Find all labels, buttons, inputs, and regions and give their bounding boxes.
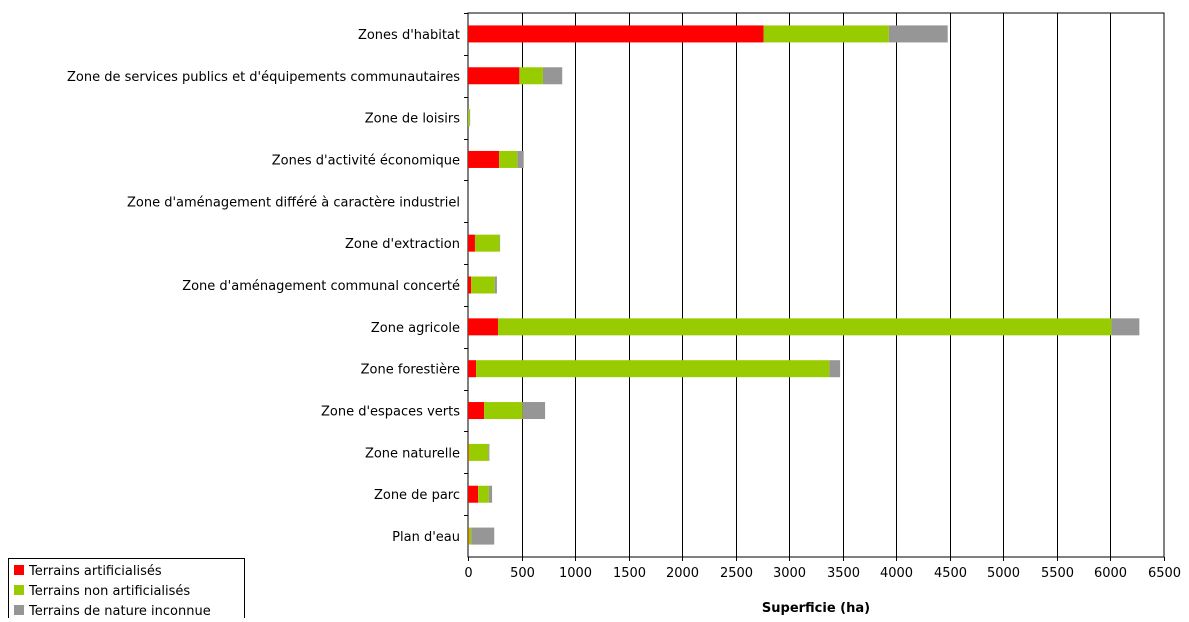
x-tick-label: 5500 — [1041, 566, 1074, 581]
bar-segment — [471, 527, 495, 545]
x-tick-label: 4000 — [880, 566, 913, 581]
bar-segment — [542, 67, 563, 85]
bar-segment — [478, 485, 489, 503]
legend-swatch — [14, 565, 24, 575]
bar-segment — [468, 485, 479, 503]
legend-box — [8, 558, 245, 619]
bar-segment — [1111, 318, 1140, 336]
bar-segment — [519, 67, 543, 85]
category-label: Zone de services publics et d'équipement… — [67, 70, 460, 85]
category-label: Zone forestière — [361, 363, 460, 378]
x-tick-label: 3500 — [827, 566, 860, 581]
bar-segment — [468, 318, 498, 336]
category-label: Zone agricole — [371, 321, 460, 336]
bar-segment — [468, 276, 472, 294]
category-label: Zones d'activité économique — [272, 153, 460, 168]
bar-segment — [468, 109, 470, 127]
bar-segment — [468, 402, 485, 420]
bar-segment — [499, 234, 501, 252]
category-label: Zones d'habitat — [358, 28, 460, 43]
bar-segment — [522, 402, 546, 420]
bar-segment — [888, 25, 948, 43]
bar-segment — [517, 150, 524, 168]
bar-segment — [499, 150, 518, 168]
bar-segment — [468, 150, 500, 168]
plot-area — [467, 12, 1165, 558]
x-tick-label: 1500 — [613, 566, 646, 581]
category-label: Zone de loisirs — [365, 112, 461, 127]
bar-segment — [494, 276, 497, 294]
bar-segment — [829, 360, 841, 378]
bar-segment — [468, 360, 477, 378]
legend-label: Terrains artificialisés — [28, 564, 162, 579]
x-axis-title: Superficie (ha) — [762, 601, 870, 616]
category-label: Zone naturelle — [365, 446, 460, 461]
bar-segment — [468, 25, 764, 43]
category-label: Plan d'eau — [392, 530, 460, 545]
bar-segment — [471, 276, 495, 294]
category-label: Zone d'aménagement différé à caractère i… — [127, 195, 460, 210]
category-label: Zone de parc — [374, 488, 460, 503]
bar-segment — [468, 527, 472, 545]
x-tick-label: 6000 — [1094, 566, 1127, 581]
bar-segment — [468, 234, 475, 252]
x-tick-label: 4500 — [934, 566, 967, 581]
bar-segment — [488, 443, 490, 461]
x-tick-label: 500 — [510, 566, 535, 581]
x-tick-label: 2500 — [720, 566, 753, 581]
legend-swatch — [14, 605, 24, 615]
x-tick-label: 3000 — [773, 566, 806, 581]
bar-segment — [488, 485, 493, 503]
x-tick-label: 6500 — [1148, 566, 1181, 581]
bar-segment — [476, 360, 830, 378]
bar-segment — [474, 234, 500, 252]
x-tick-label: 5000 — [987, 566, 1020, 581]
category-label: Zone d'espaces verts — [321, 405, 460, 420]
bar-segment — [497, 318, 1112, 336]
bar-segment — [484, 402, 523, 420]
bar-segment — [468, 443, 489, 461]
legend-label: Terrains non artificialisés — [28, 584, 190, 599]
bar-segment — [468, 67, 520, 85]
bar-segment — [763, 25, 889, 43]
legend-label: Terrains de nature inconnue — [28, 604, 211, 618]
bar-segment — [468, 443, 469, 461]
x-tick-label: 0 — [464, 566, 472, 581]
bar-segment — [469, 109, 471, 127]
bar-segment — [468, 527, 469, 545]
x-tick-label: 1000 — [559, 566, 592, 581]
legend-swatch — [14, 585, 24, 595]
category-label: Zone d'aménagement communal concerté — [182, 279, 460, 294]
category-label: Zone d'extraction — [345, 237, 460, 252]
x-tick-label: 2000 — [666, 566, 699, 581]
